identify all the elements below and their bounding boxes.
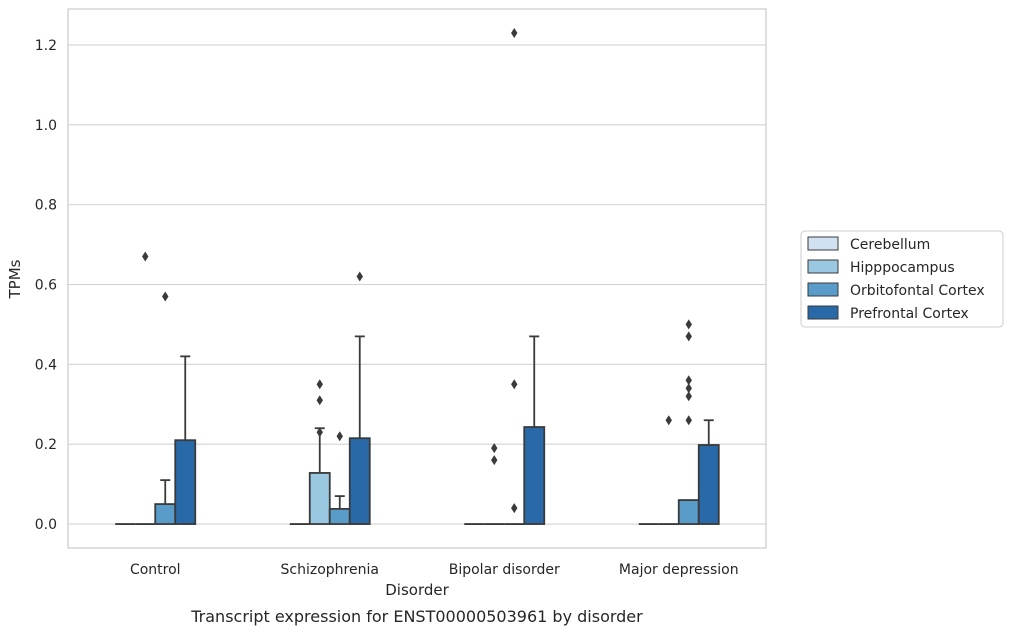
y-tick-labels: 0.0 0.2 0.4 0.6 0.8 1.0 1.2 xyxy=(35,38,57,533)
error-bars xyxy=(160,335,714,509)
outlier-point xyxy=(142,251,149,262)
bar xyxy=(697,444,720,525)
bar xyxy=(523,426,546,525)
outlier-point xyxy=(491,455,498,466)
legend-label: Hipppocampus xyxy=(850,260,955,276)
x-tick-label: Schizophrenia xyxy=(281,562,379,578)
legend-label: Orbitofontal Cortex xyxy=(850,283,985,299)
outliers xyxy=(142,27,692,514)
outlier-point xyxy=(316,427,323,438)
outlier-point xyxy=(685,391,692,402)
plot-frame xyxy=(67,8,767,549)
y-tick-label: 0.6 xyxy=(35,277,57,293)
outlier-point xyxy=(685,331,692,342)
y-tick-label: 0.0 xyxy=(35,517,57,533)
outlier-point xyxy=(665,415,672,426)
legend-swatch xyxy=(807,282,839,297)
chart-caption: Transcript expression for ENST0000050396… xyxy=(190,607,643,626)
outlier-point xyxy=(511,379,518,390)
outlier-point xyxy=(511,27,518,38)
y-tick-label: 1.2 xyxy=(35,38,57,54)
y-tick-label: 0.4 xyxy=(35,357,57,373)
outlier-point xyxy=(685,383,692,394)
outlier-point xyxy=(685,375,692,386)
gridlines xyxy=(68,44,766,525)
legend-swatch xyxy=(807,236,839,251)
legend-swatch xyxy=(807,259,839,274)
outlier-point xyxy=(685,415,692,426)
outlier-point xyxy=(316,395,323,406)
outlier-point xyxy=(356,271,363,282)
outlier-point xyxy=(685,319,692,330)
bar xyxy=(174,439,197,525)
legend-label: Cerebellum xyxy=(850,237,930,253)
outlier-point xyxy=(336,431,343,442)
bar xyxy=(328,507,351,525)
x-tick-label: Bipolar disorder xyxy=(449,562,560,578)
y-tick-label: 1.0 xyxy=(35,118,57,134)
y-tick-label: 0.2 xyxy=(35,437,57,453)
legend-box xyxy=(800,230,1004,328)
outlier-point xyxy=(162,291,169,302)
outlier-point xyxy=(511,503,518,514)
legend: Cerebellum Hipppocampus Orbitofontal Corte… xyxy=(800,230,1004,328)
y-tick-label: 0.8 xyxy=(35,198,57,214)
legend-label: Prefrontal Cortex xyxy=(850,306,969,322)
bar xyxy=(348,437,371,525)
outlier-point xyxy=(316,379,323,390)
bars xyxy=(115,426,720,525)
x-axis-label: Disorder xyxy=(385,581,449,599)
x-tick-label: Control xyxy=(130,562,181,578)
outlier-point xyxy=(491,443,498,454)
bar xyxy=(677,499,700,525)
legend-swatch xyxy=(807,305,839,320)
x-tick-labels: Control Schizophrenia Bipolar disorder Majo… xyxy=(130,562,739,578)
bar xyxy=(154,503,177,525)
y-axis-label: TPMs xyxy=(6,259,24,299)
bar xyxy=(308,472,331,525)
x-tick-label: Major depression xyxy=(619,562,739,578)
